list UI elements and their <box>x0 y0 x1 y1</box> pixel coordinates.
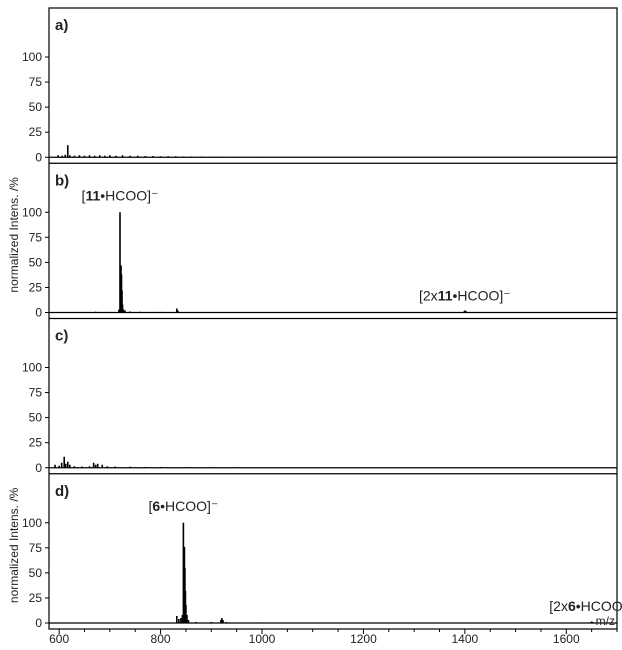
peak-annotation: [2x11•HCOO]⁻ <box>419 288 511 304</box>
panel-label: d) <box>55 483 69 500</box>
y-tick-label: 25 <box>29 125 43 139</box>
y-tick-label: 75 <box>29 386 43 400</box>
x-tick-label: 600 <box>49 632 69 645</box>
x-tick-label: 1600 <box>553 632 580 645</box>
y-tick-label: 25 <box>29 280 43 294</box>
y-axis-label: normalized Intens. /% <box>7 487 21 603</box>
y-tick-label: 50 <box>29 566 43 580</box>
x-tick-label: 1000 <box>249 632 276 645</box>
y-tick-label: 50 <box>29 100 43 114</box>
y-tick-label: 100 <box>22 205 42 219</box>
y-tick-label: 50 <box>29 411 43 425</box>
y-tick-label: 100 <box>22 361 42 375</box>
y-tick-label: 25 <box>29 591 43 605</box>
panel-label: a) <box>55 17 68 34</box>
y-axis-label: normalized Intens. /% <box>7 177 21 293</box>
y-tick-label: 75 <box>29 230 43 244</box>
panel-label: c) <box>55 328 68 345</box>
y-tick-label: 0 <box>35 306 42 320</box>
y-tick-label: 75 <box>29 541 43 555</box>
peak-annotation: [2x6•HCOO]⁻ <box>549 598 622 614</box>
peak-annotation: [11•HCOO]⁻ <box>82 187 159 203</box>
x-tick-label: 1400 <box>452 632 479 645</box>
y-tick-label: 100 <box>22 516 42 530</box>
y-tick-label: 0 <box>35 616 42 630</box>
y-tick-label: 25 <box>29 436 43 450</box>
x-tick-label: 800 <box>151 632 171 645</box>
y-tick-label: 50 <box>29 255 43 269</box>
x-axis-label: m/z <box>596 614 615 628</box>
panel-label: b) <box>55 172 69 189</box>
y-tick-label: 100 <box>22 50 42 64</box>
y-tick-label: 0 <box>35 150 42 164</box>
x-tick-label: 1200 <box>350 632 377 645</box>
peak-annotation: [6•HCOO]⁻ <box>148 498 218 514</box>
y-tick-label: 0 <box>35 461 42 475</box>
y-tick-label: 75 <box>29 75 43 89</box>
